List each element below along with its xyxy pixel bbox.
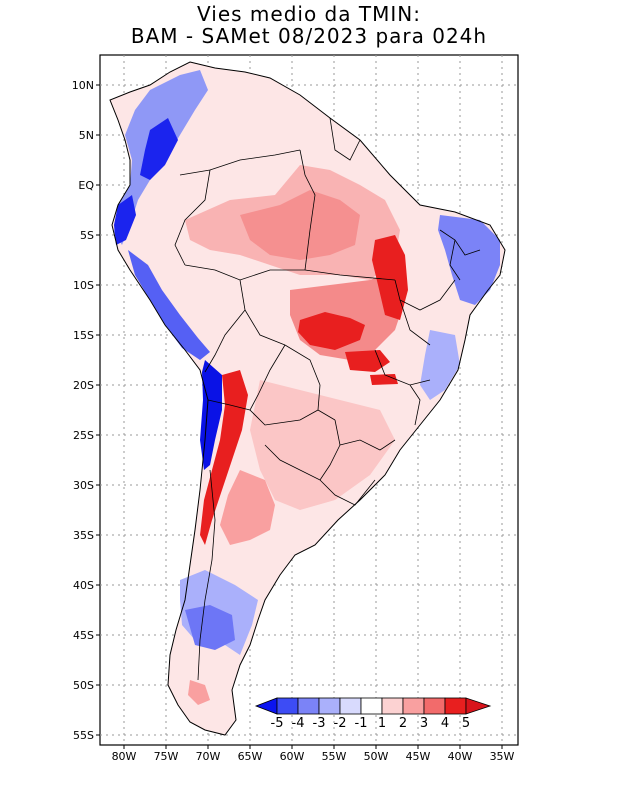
map-title-line-2: BAM - SAMet 08/2023 para 024h bbox=[130, 24, 488, 48]
colorbar-label: 4 bbox=[441, 716, 449, 731]
country-borders bbox=[174, 117, 481, 681]
colorbar-swatch bbox=[402, 697, 425, 715]
lat-labels: 10N 5N EQ 5S 10S 15S 20S 25S 30S 35S 40S… bbox=[72, 79, 95, 742]
colorbar-labels: -5 -4 -3 -2 -1 1 2 3 4 5 bbox=[271, 716, 471, 731]
bias-red-amazon-inner bbox=[240, 190, 360, 260]
lon-label: 70W bbox=[196, 750, 221, 763]
bias-blue-chile-coast bbox=[200, 360, 222, 470]
lat-label: 30S bbox=[73, 479, 94, 492]
colorbar-label: 1 bbox=[378, 716, 386, 731]
lat-label: 50S bbox=[73, 679, 94, 692]
lon-label: 80W bbox=[112, 750, 137, 763]
lat-label: 25S bbox=[73, 429, 94, 442]
colorbar-label: 3 bbox=[420, 716, 428, 731]
lat-label: 5N bbox=[79, 129, 94, 142]
bias-red-tierra-del-fuego bbox=[188, 680, 210, 705]
colorbar bbox=[254, 697, 492, 715]
colorbar-swatch bbox=[339, 697, 362, 715]
lon-label: 65W bbox=[238, 750, 263, 763]
colorbar-label: -5 bbox=[271, 716, 284, 731]
lat-axis bbox=[96, 84, 100, 736]
bias-red-argentina-west bbox=[220, 470, 275, 545]
lon-label: 55W bbox=[322, 750, 347, 763]
lat-label: 35S bbox=[73, 529, 94, 542]
colorbar-swatch bbox=[444, 697, 467, 715]
lon-label: 35W bbox=[490, 750, 515, 763]
bias-red-sao-paulo-strip bbox=[370, 374, 398, 385]
colorbar-swatch bbox=[276, 697, 299, 715]
lon-label: 60W bbox=[280, 750, 305, 763]
colorbar-label: -2 bbox=[334, 716, 347, 731]
bias-blue-east-coast bbox=[420, 330, 460, 400]
bias-red-southern-brazil bbox=[250, 380, 395, 510]
bias-blue-northeast-brazil bbox=[438, 215, 500, 305]
colorbar-label: 2 bbox=[399, 716, 407, 731]
lat-label: 45S bbox=[73, 629, 94, 642]
lat-label: 40S bbox=[73, 579, 94, 592]
colorbar-label: -3 bbox=[313, 716, 326, 731]
lon-label: 40W bbox=[448, 750, 473, 763]
bias-blue-north-andes-strong bbox=[140, 118, 178, 180]
colorbar-swatch bbox=[318, 697, 341, 715]
bias-red-minas-strip bbox=[345, 350, 390, 372]
bias-blue-patagonia-strong bbox=[185, 605, 235, 650]
colorbar-label: 5 bbox=[462, 716, 470, 731]
bias-blue-peru-coast bbox=[128, 250, 210, 360]
lat-label: 15S bbox=[73, 329, 94, 342]
lon-label: 50W bbox=[364, 750, 389, 763]
coastline bbox=[109, 61, 506, 736]
lat-label: 10S bbox=[73, 279, 94, 292]
bias-red-mato-grosso bbox=[298, 312, 365, 350]
colorbar-swatch bbox=[423, 697, 446, 715]
colorbar-swatch bbox=[360, 697, 383, 715]
lat-label: 55S bbox=[73, 729, 94, 742]
lat-label: 5S bbox=[80, 229, 94, 242]
bias-red-chile-andes bbox=[200, 370, 248, 545]
map-title-line-1: Vies medio da TMIN: bbox=[197, 2, 421, 26]
colorbar-arrow-right bbox=[465, 697, 492, 715]
lon-label: 75W bbox=[154, 750, 179, 763]
colorbar-swatch bbox=[381, 697, 404, 715]
lon-labels: 80W 75W 70W 65W 60W 55W 50W 45W 40W 35W bbox=[112, 750, 515, 763]
colorbar-swatch bbox=[297, 697, 320, 715]
colorbar-label: -4 bbox=[292, 716, 305, 731]
lat-label: 10N bbox=[72, 79, 94, 92]
bias-red-central-brazil-strong bbox=[372, 235, 408, 320]
bias-blue-ecuador-coast bbox=[114, 195, 136, 245]
lon-axis bbox=[123, 745, 503, 749]
colorbar-label: -1 bbox=[355, 716, 368, 731]
lat-label: EQ bbox=[78, 179, 94, 192]
lat-label: 20S bbox=[73, 379, 94, 392]
lon-label: 45W bbox=[406, 750, 431, 763]
